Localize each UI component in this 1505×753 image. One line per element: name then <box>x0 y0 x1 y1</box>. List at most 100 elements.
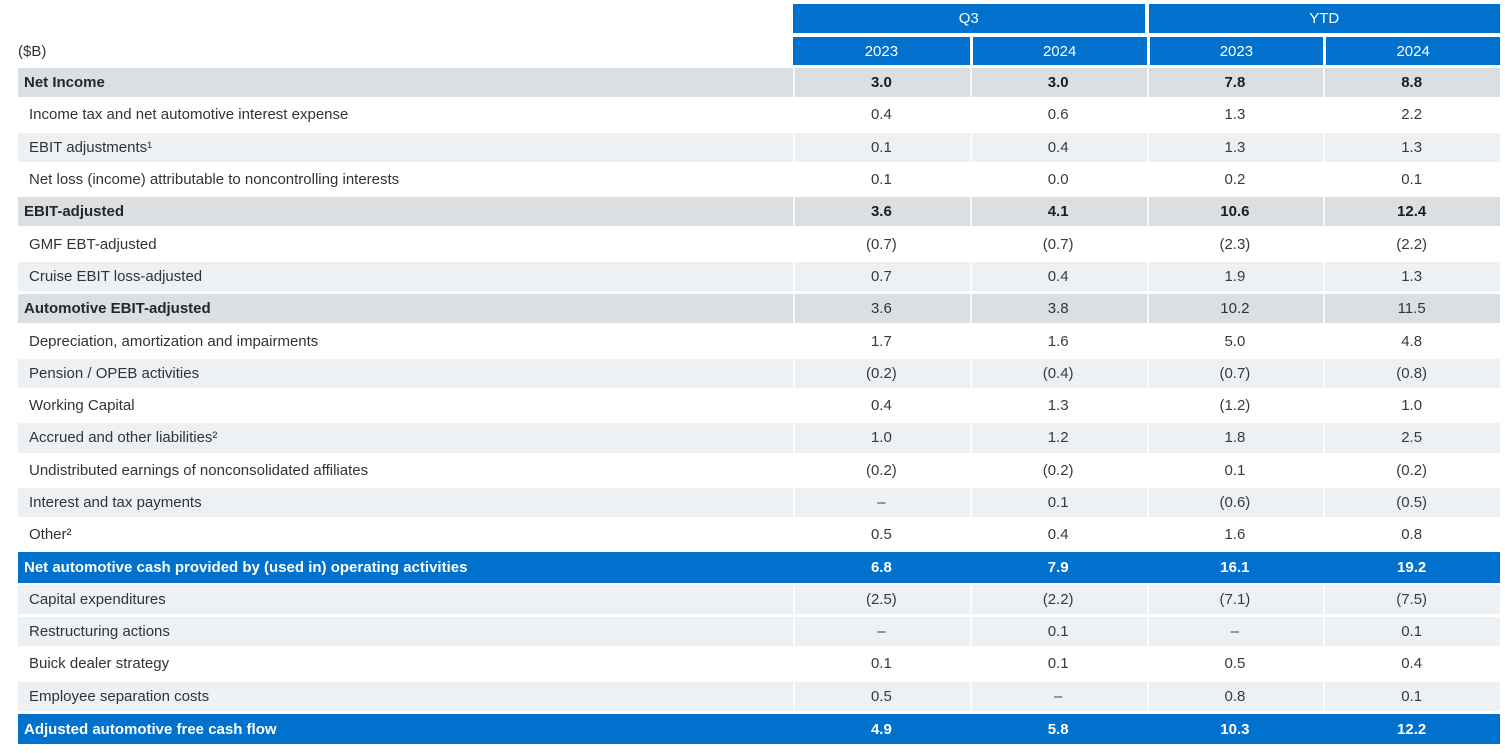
value-cell-q3-2024: 0.4 <box>970 133 1147 162</box>
value-cell-ytd-2023: 0.1 <box>1224 461 1246 479</box>
value-cell-ytd-2024: (0.8) <box>1323 359 1500 388</box>
value-cell-ytd-2024: (7.5) <box>1323 585 1500 614</box>
year-header-ytd-2024: 2024 <box>1323 37 1500 65</box>
value-cell-ytd-2024: 12.4 <box>1323 197 1500 226</box>
table-body: Net Income 3.0 3.0 7.8 8.8 Income tax an… <box>18 68 1500 747</box>
table-row: Employee separation costs 0.5 – 0.8 0.1 <box>18 681 1500 714</box>
value-cell-ytd-2024: 11.5 <box>1323 294 1500 323</box>
year-header-q3-2024: 2024 <box>969 37 1147 65</box>
value-cell-q3-2023: 0.5 <box>793 682 970 711</box>
table-row: EBIT adjustments¹ 0.1 0.4 1.3 1.3 <box>18 132 1500 165</box>
table-row: Adjusted automotive free cash flow 4.9 5… <box>18 713 1500 747</box>
header-columns: Q3 YTD 2023 2024 2023 2024 <box>793 4 1500 68</box>
value-cell-ytd-2023: 1.8 <box>1147 423 1324 452</box>
row-label: Capital expenditures <box>29 590 166 608</box>
value-cell-q3-2023: 0.4 <box>870 397 892 415</box>
col-group-q3: Q3 <box>793 4 1145 33</box>
row-label: Pension / OPEB activities <box>29 364 200 382</box>
value-cell-q3-2024: (0.2) <box>1042 461 1074 479</box>
value-cell-q3-2024: 0.1 <box>970 488 1147 517</box>
unit-label-cell: ($B) <box>18 4 793 68</box>
row-label: Income tax and net automotive interest e… <box>29 106 349 124</box>
value-cell-ytd-2023: 1.3 <box>1147 133 1324 162</box>
value-cell-ytd-2023: 10.6 <box>1147 197 1324 226</box>
value-cell-q3-2024: 1.3 <box>1047 397 1069 415</box>
value-cell-q3-2024: 3.8 <box>970 294 1147 323</box>
unit-label: ($B) <box>18 43 47 60</box>
row-label: Net Income <box>24 74 105 92</box>
table-row: Income tax and net automotive interest e… <box>18 100 1500 133</box>
value-cell-q3-2023: 3.0 <box>793 68 970 97</box>
value-cell-ytd-2024: 12.2 <box>1397 720 1427 738</box>
value-cell-q3-2023: 3.6 <box>793 197 970 226</box>
row-label: Working Capital <box>29 397 135 415</box>
value-cell-ytd-2023: (0.6) <box>1147 488 1324 517</box>
value-cell-ytd-2024: (2.2) <box>1396 235 1428 253</box>
value-cell-ytd-2023: (2.3) <box>1219 235 1251 253</box>
year-header-ytd-2023: 2023 <box>1146 37 1324 65</box>
value-cell-q3-2023: 3.6 <box>793 294 970 323</box>
value-cell-q3-2023: 0.1 <box>870 171 892 189</box>
value-cell-q3-2024: (0.7) <box>1042 235 1074 253</box>
value-cell-ytd-2023: 1.3 <box>1224 106 1246 124</box>
value-cell-q3-2023: (0.2) <box>793 359 970 388</box>
value-cell-ytd-2024: 0.4 <box>1401 655 1423 673</box>
row-label: Net automotive cash provided by (used in… <box>24 559 468 577</box>
value-cell-q3-2023: – <box>793 617 970 646</box>
row-label: Interest and tax payments <box>29 494 202 511</box>
row-label: GMF EBT-adjusted <box>29 235 157 253</box>
value-cell-ytd-2023: 5.0 <box>1224 332 1246 350</box>
value-cell-q3-2023: 4.9 <box>870 720 892 738</box>
value-cell-q3-2023: (0.2) <box>865 461 897 479</box>
table-row: Net Income 3.0 3.0 7.8 8.8 <box>18 68 1500 101</box>
value-cell-ytd-2024: 2.5 <box>1323 423 1500 452</box>
value-cell-q3-2023: 0.1 <box>793 133 970 162</box>
value-cell-q3-2024: 0.6 <box>1047 106 1069 124</box>
value-cell-q3-2023: 0.7 <box>793 262 970 291</box>
value-cell-q3-2024: 0.0 <box>1047 171 1069 189</box>
value-cell-ytd-2024: 0.8 <box>1401 526 1423 544</box>
row-label: Adjusted automotive free cash flow <box>24 720 277 738</box>
column-group-row: Q3 YTD <box>793 4 1500 33</box>
table-row: Cruise EBIT loss-adjusted 0.7 0.4 1.9 1.… <box>18 261 1500 295</box>
table-row: Automotive EBIT-adjusted 3.6 3.8 10.2 11… <box>18 294 1500 327</box>
value-cell-q3-2024: 7.9 <box>1047 559 1069 577</box>
value-cell-ytd-2024: 19.2 <box>1397 559 1427 577</box>
value-cell-ytd-2023: (0.7) <box>1147 359 1324 388</box>
value-cell-q3-2024: (2.2) <box>970 585 1147 614</box>
row-label: Cruise EBIT loss-adjusted <box>29 267 203 285</box>
value-cell-q3-2023: 6.8 <box>870 559 892 577</box>
value-cell-q3-2024: – <box>970 682 1147 711</box>
value-cell-ytd-2024: (0.2) <box>1396 461 1428 479</box>
table-row: Net automotive cash provided by (used in… <box>18 552 1500 585</box>
value-cell-ytd-2024: (0.5) <box>1323 488 1500 517</box>
value-cell-q3-2023: (0.7) <box>865 235 897 253</box>
table-row: Undistributed earnings of nonconsolidate… <box>18 455 1500 488</box>
row-label: Restructuring actions <box>29 623 170 641</box>
table-row: Pension / OPEB activities (0.2) (0.4) (0… <box>18 358 1500 391</box>
table-row: Restructuring actions – 0.1 – 0.1 <box>18 617 1500 650</box>
value-cell-ytd-2023: 7.8 <box>1147 68 1324 97</box>
value-cell-ytd-2024: 1.0 <box>1401 397 1423 415</box>
table-row: EBIT-adjusted 3.6 4.1 10.6 12.4 <box>18 197 1500 230</box>
table-row: Working Capital 0.4 1.3 (1.2) 1.0 <box>18 390 1500 424</box>
row-label: Depreciation, amortization and impairmen… <box>29 332 319 350</box>
table-row: Accrued and other liabilities² 1.0 1.2 1… <box>18 423 1500 456</box>
table-row: Depreciation, amortization and impairmen… <box>18 326 1500 359</box>
value-cell-ytd-2023: 0.2 <box>1224 171 1246 189</box>
value-cell-q3-2023: (2.5) <box>793 585 970 614</box>
cash-flow-table: ($B) Q3 YTD 2023 2024 2023 2024 Net Inco… <box>18 4 1500 747</box>
table-header: ($B) Q3 YTD 2023 2024 2023 2024 <box>18 4 1500 68</box>
value-cell-ytd-2024: 2.2 <box>1401 106 1423 124</box>
value-cell-q3-2023: 0.1 <box>870 655 892 673</box>
value-cell-q3-2023: 0.4 <box>870 106 892 124</box>
value-cell-q3-2024: 1.2 <box>970 423 1147 452</box>
value-cell-q3-2024: 3.0 <box>970 68 1147 97</box>
value-cell-ytd-2023: (1.2) <box>1219 397 1251 415</box>
col-group-ytd: YTD <box>1148 4 1500 33</box>
value-cell-q3-2023: – <box>793 488 970 517</box>
value-cell-ytd-2023: 1.6 <box>1224 526 1246 544</box>
row-label: Net loss (income) attributable to noncon… <box>29 171 400 189</box>
value-cell-ytd-2024: 0.1 <box>1401 171 1423 189</box>
